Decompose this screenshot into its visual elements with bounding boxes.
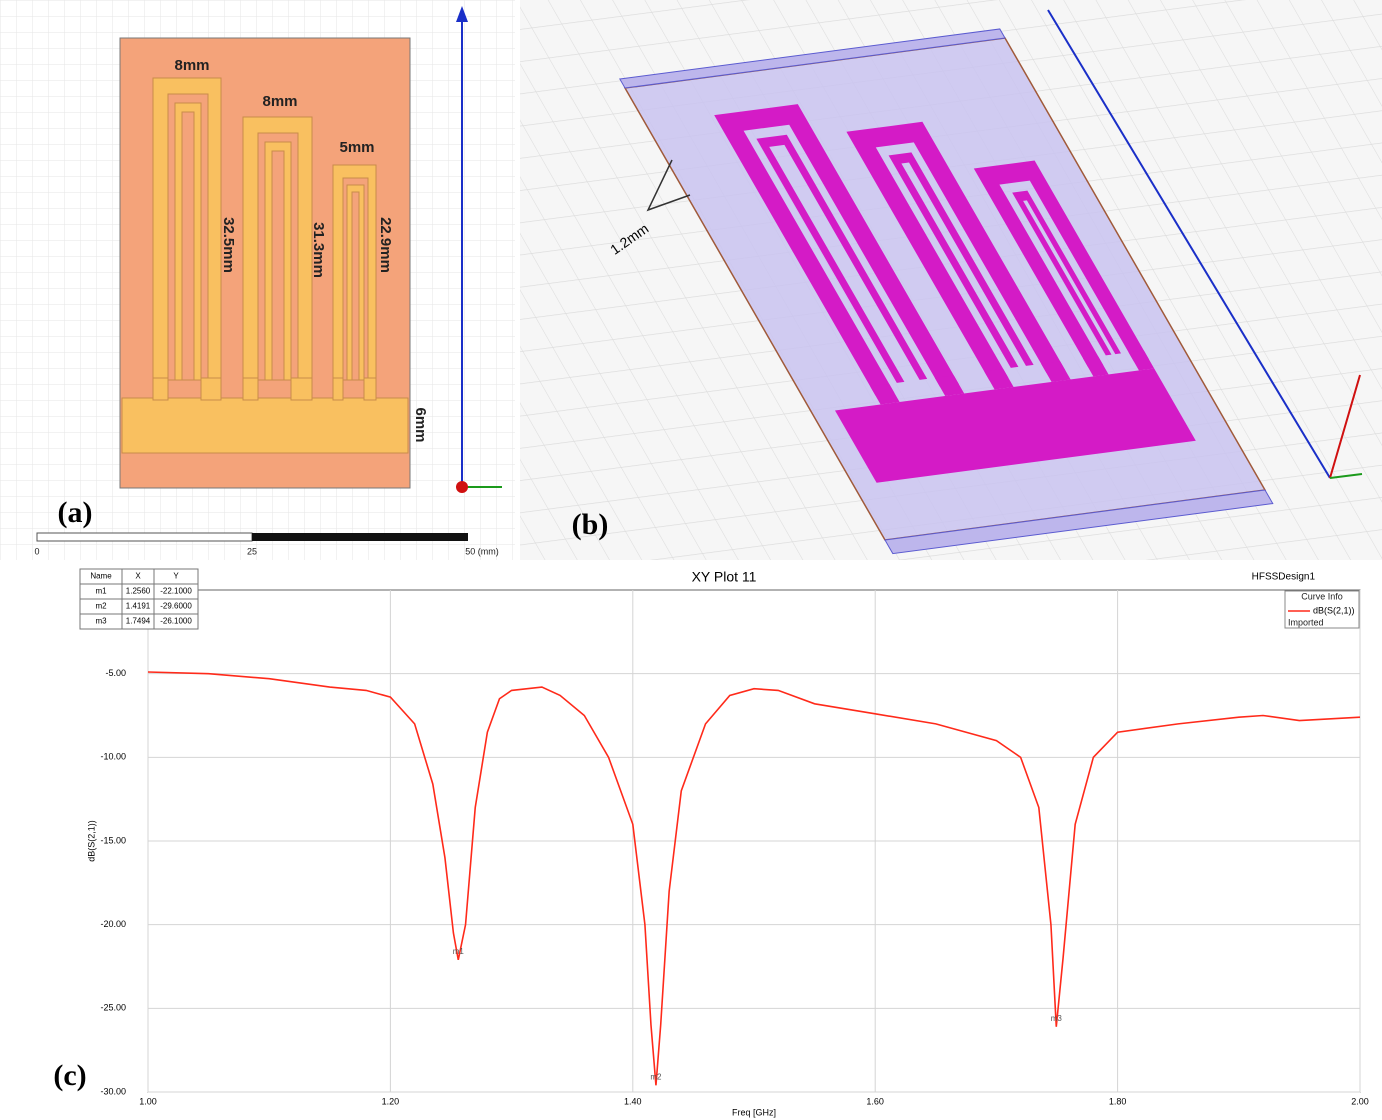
marker-label: m1 [453,947,465,956]
legend-note: Imported [1288,617,1324,627]
dimension-label: 31.3mm [310,222,327,278]
table-text: -29.6000 [160,602,192,611]
y-tick-label: -15.00 [100,835,126,845]
y-tick-label: -25.00 [100,1003,126,1013]
x-tick-label: 1.40 [624,1096,642,1106]
figure: 8mm 8mm 5mm 32.5mm 31.3mm 22.9mm 6mm (a)… [0,0,1382,1120]
panel-b: 1.2mm (b) [520,0,1382,560]
y-tick-label: -30.00 [100,1086,126,1096]
x-tick-label: 1.00 [139,1096,157,1106]
scale-label: 0 [34,546,39,556]
table-text: Name [90,572,112,581]
x-axis-label: Freq [GHz] [732,1107,776,1117]
scale-bar [252,533,468,541]
panel-label: (b) [572,508,609,541]
table-text: m2 [95,602,107,611]
feed-line [122,398,408,453]
scale-label: 50 (mm) [465,546,499,556]
panel-label: (c) [53,1059,86,1092]
panel-label: (a) [58,496,93,529]
x-tick-label: 1.80 [1109,1096,1127,1106]
origin [456,481,468,493]
design-name: HFSSDesign1 [1252,572,1316,583]
table-text: m3 [95,617,107,626]
table-text: m1 [95,587,107,596]
y-tick-label: -5.00 [105,668,126,678]
chart-title: XY Plot 11 [692,569,757,585]
dimension-label: 22.9mm [377,217,394,273]
table-text: Y [173,572,179,581]
y-tick-label: -20.00 [100,919,126,929]
dimension-label: 5mm [339,139,374,156]
x-tick-label: 1.60 [866,1096,884,1106]
dimension-label: 8mm [262,93,297,110]
scale-bar [37,533,252,541]
legend-title: Curve Info [1301,591,1343,601]
panel-c: XY Plot 11 HFSSDesign1 Freq [GHz] dB(S(2… [53,569,1360,1118]
marker-label: m3 [1051,1014,1063,1023]
table-text: 1.4191 [126,602,151,611]
dimension-label: 32.5mm [220,217,237,273]
dimension-label: 6mm [412,407,429,442]
legend-label: dB(S(2,1)) [1313,605,1355,615]
y-axis-label: dB(S(2,1)) [86,820,96,862]
table-text: -22.1000 [160,587,192,596]
y-tick-label: -10.00 [100,752,126,762]
x-tick-label: 2.00 [1351,1096,1369,1106]
table-text: 1.2560 [126,587,151,596]
x-tick-label: 1.20 [382,1096,400,1106]
table-text: 1.7494 [126,617,151,626]
dimension-label: 8mm [174,57,209,74]
scale-label: 25 [247,546,257,556]
marker-label: m2 [650,1072,662,1081]
panel-a: 8mm 8mm 5mm 32.5mm 31.3mm 22.9mm 6mm (a)… [0,0,515,560]
table-text: X [135,572,141,581]
table-text: -26.1000 [160,617,192,626]
